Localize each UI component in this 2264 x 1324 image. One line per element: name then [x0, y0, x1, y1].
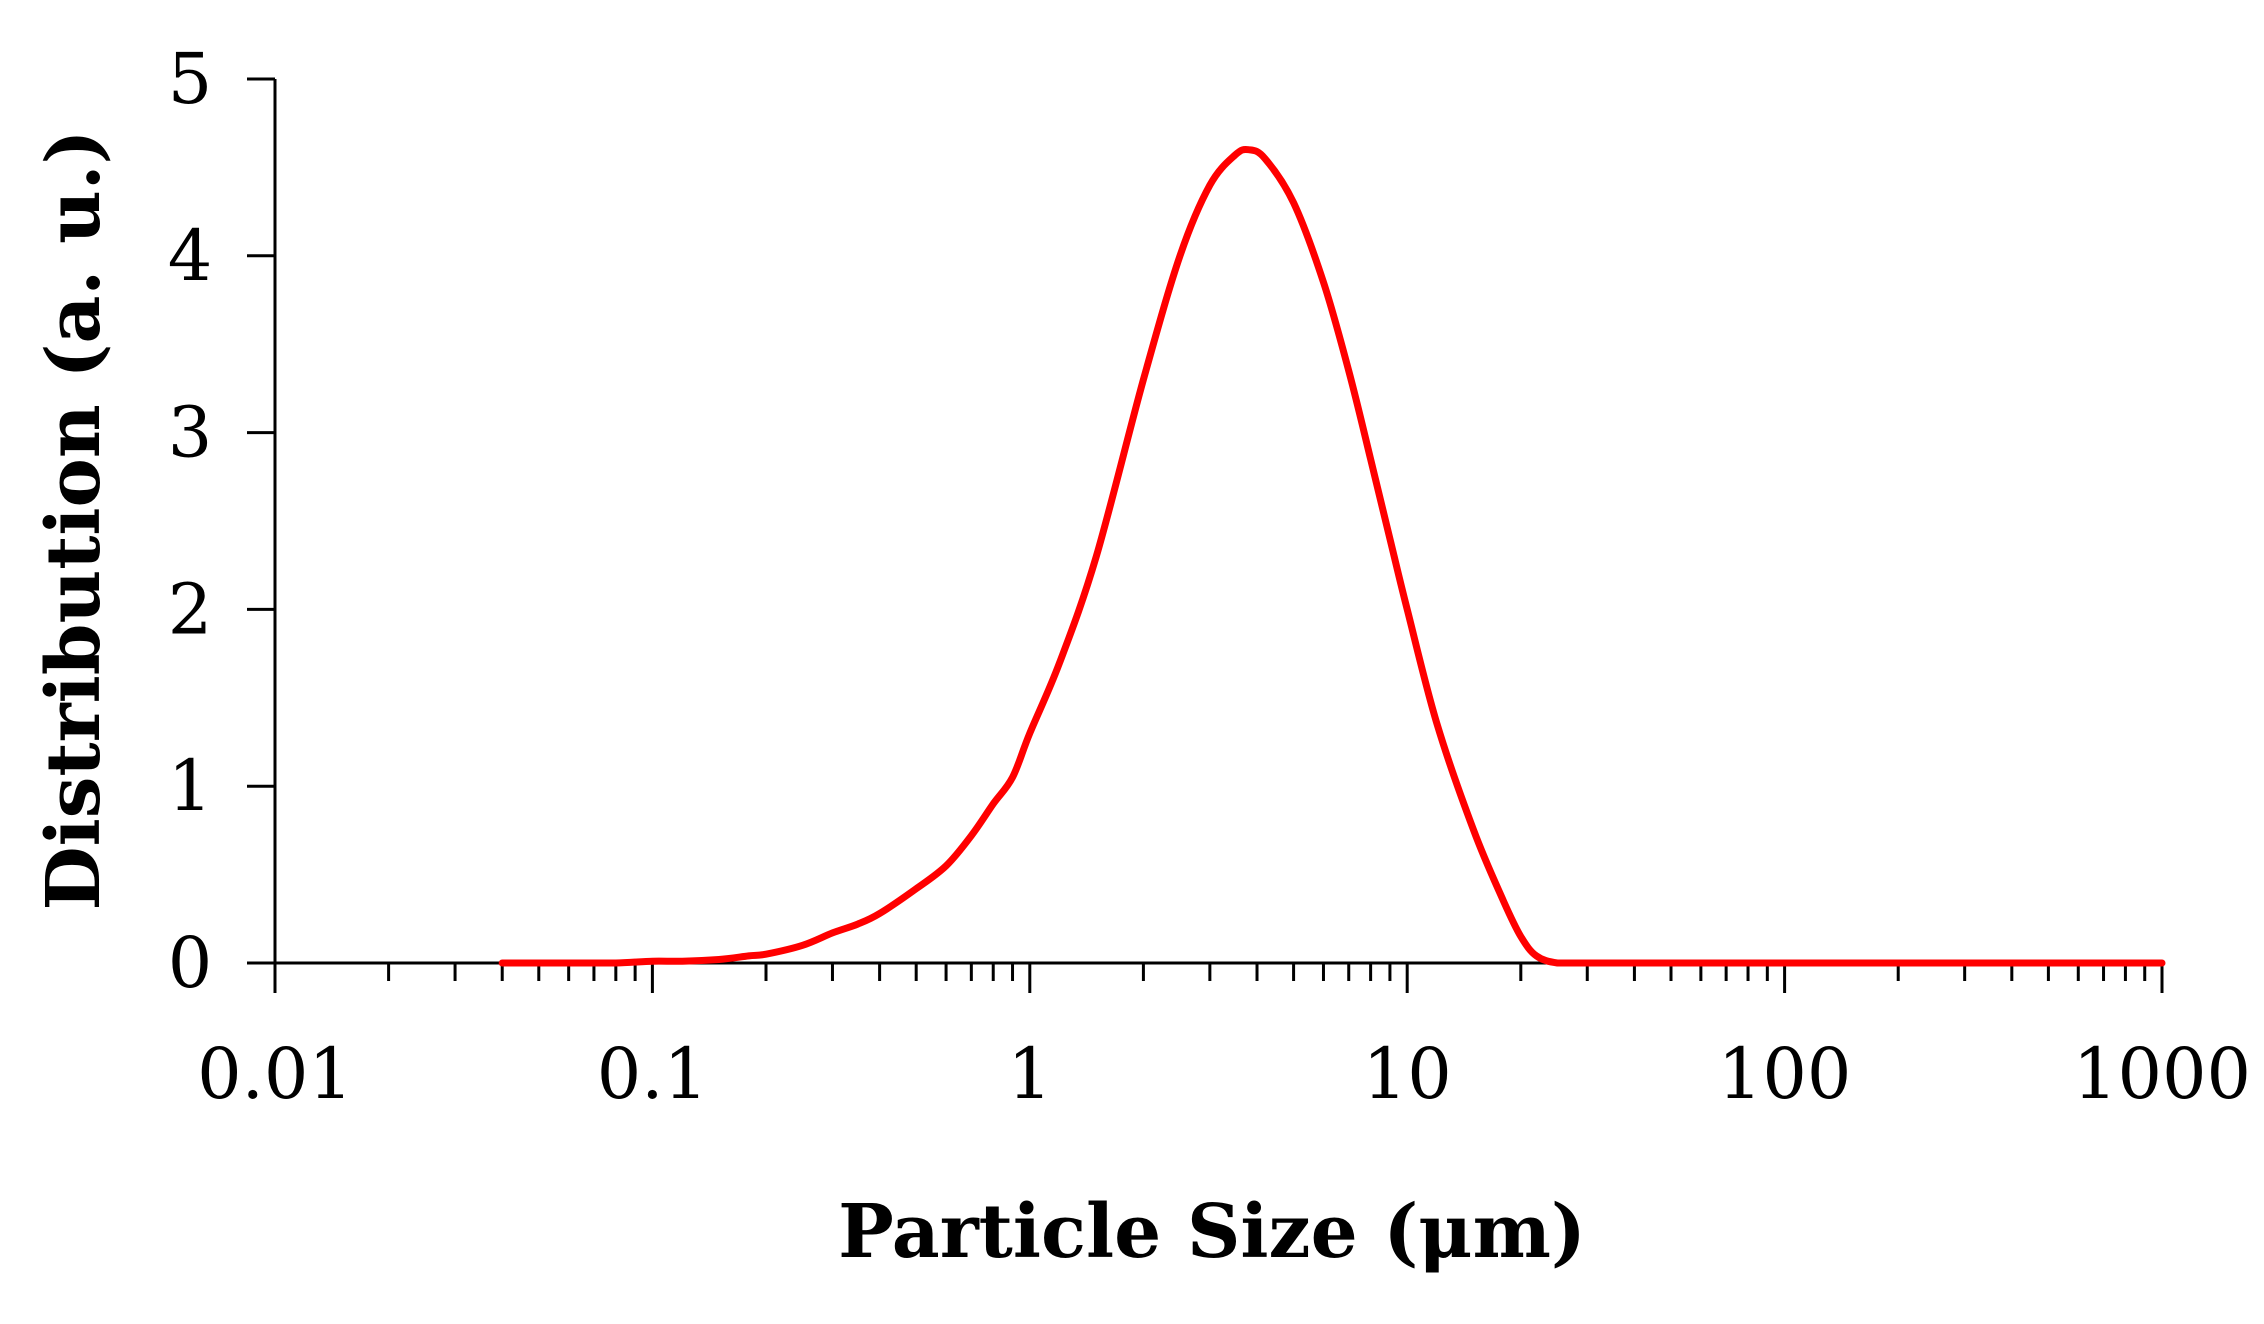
- axes: [273, 79, 2162, 965]
- x-tick-label: 1000: [2073, 1033, 2251, 1115]
- y-tick-label: 1: [168, 745, 213, 827]
- series-line: [498, 145, 2166, 967]
- y-tick-label: 5: [168, 38, 213, 120]
- series-layer: [498, 145, 2166, 967]
- ticks: 0 1 2 3 4 5 0.01 0.1 1 10 100 1000: [168, 38, 2251, 1115]
- x-tick-label: 100: [1718, 1033, 1852, 1115]
- y-axis-title: Distribution (a. u.): [31, 129, 117, 910]
- y-tick-label: 2: [168, 568, 213, 650]
- y-tick-label: 4: [168, 215, 213, 297]
- x-axis-title: Particle Size (μm): [838, 1189, 1586, 1275]
- x-tick-label: 0.1: [597, 1033, 708, 1115]
- x-tick-label: 10: [1363, 1033, 1452, 1115]
- x-tick-label: 0.01: [197, 1033, 353, 1115]
- y-tick-label: 0: [168, 922, 213, 1004]
- x-tick-label: 1: [1008, 1033, 1053, 1115]
- y-tick-label: 3: [168, 392, 213, 474]
